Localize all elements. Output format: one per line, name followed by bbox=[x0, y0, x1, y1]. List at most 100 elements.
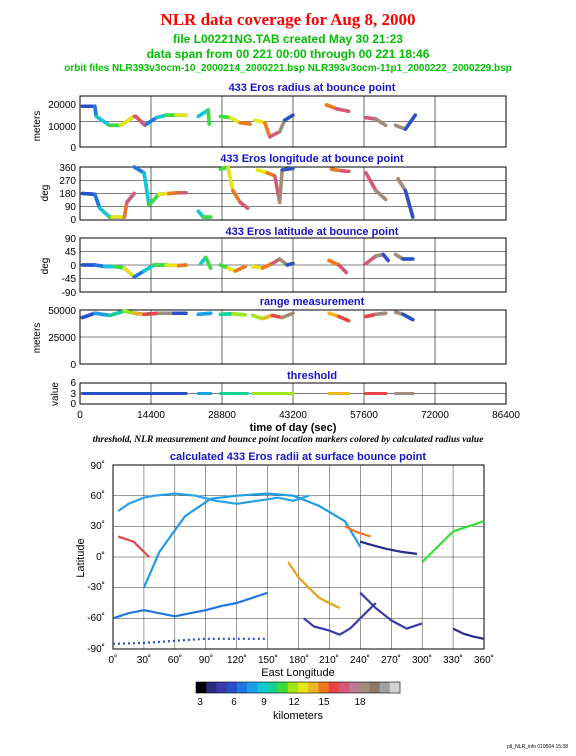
series-segment bbox=[132, 165, 146, 175]
panel-1-plot bbox=[79, 165, 507, 221]
map-yticks: 90˚ 60˚ 30˚ 0˚ -30˚ -60˚ -90˚ bbox=[87, 460, 105, 655]
ytick-label: 0˚ bbox=[96, 551, 105, 563]
series-segment bbox=[238, 200, 250, 210]
map-track bbox=[117, 492, 310, 512]
radius-ylabel: meters bbox=[32, 111, 43, 142]
colorbar-tick: 18 bbox=[354, 697, 366, 708]
xtick-label: 0˚ bbox=[109, 654, 118, 666]
colorbar-swatch bbox=[277, 682, 289, 693]
map-track bbox=[421, 520, 485, 563]
colorbar-swatch bbox=[379, 682, 391, 693]
colorbar-swatch bbox=[236, 682, 248, 693]
series-segment bbox=[396, 177, 408, 193]
ytick-label: 0 bbox=[70, 261, 76, 272]
map-xlabel: East Longitude bbox=[261, 667, 334, 679]
series-line bbox=[218, 165, 250, 210]
xtick-label: 300˚ bbox=[412, 654, 432, 666]
colorbar-swatch bbox=[267, 682, 279, 693]
ytick-label: 360 bbox=[59, 163, 76, 174]
colorbar-swatch bbox=[338, 682, 350, 693]
colorbar-tick: 9 bbox=[261, 697, 267, 708]
longitude-yticks: 360 270 180 90 0 bbox=[59, 163, 76, 226]
colorbar-tick: 3 bbox=[197, 697, 203, 708]
colorbar-swatch bbox=[308, 682, 319, 693]
series-segment bbox=[176, 263, 188, 268]
series-segment bbox=[93, 192, 102, 210]
xtick-label: 28800 bbox=[208, 410, 236, 421]
series-segment bbox=[263, 121, 272, 139]
series-segment bbox=[218, 312, 235, 317]
map-track bbox=[112, 637, 268, 645]
map-track bbox=[142, 492, 362, 589]
series-segment bbox=[231, 312, 247, 317]
threshold-yticks: 6 3 0 bbox=[70, 378, 76, 410]
ytick-label: 0 bbox=[70, 215, 76, 226]
file-line: file L00221NG.TAB created May 30 21:23 bbox=[173, 32, 403, 46]
colorbar-tick: 6 bbox=[231, 697, 237, 708]
colorbar-ticks: 3 6 9 12 15 18 bbox=[197, 697, 366, 708]
series-segment bbox=[118, 114, 136, 128]
time-series-panels: 433 Eros radius at bounce point 433 Eros… bbox=[32, 82, 520, 434]
colorbar-swatch bbox=[257, 682, 268, 693]
panel-title-threshold: threshold bbox=[287, 370, 337, 382]
ytick-label: 0 bbox=[70, 143, 76, 154]
series-segment bbox=[403, 113, 418, 131]
series-segment bbox=[142, 311, 161, 317]
latitude-ylabel: deg bbox=[40, 258, 51, 275]
time-xticks: 0 14400 28800 43200 57600 72000 86400 bbox=[77, 410, 520, 421]
longitude-ylabel: deg bbox=[40, 185, 51, 202]
colorbar-label: kilometers bbox=[273, 710, 324, 722]
colorbar-swatch bbox=[226, 682, 238, 693]
panel-title-latitude: 433 Eros latitude at bounce point bbox=[226, 226, 399, 238]
series-segment bbox=[196, 311, 213, 317]
series-segment bbox=[268, 129, 282, 139]
panel-title-range: range measurement bbox=[260, 296, 365, 308]
ytick-label: 10000 bbox=[48, 122, 76, 133]
ytick-label: -60˚ bbox=[87, 612, 105, 624]
series-segment bbox=[282, 113, 295, 122]
series-segment bbox=[339, 168, 351, 174]
series-segment bbox=[122, 200, 129, 219]
map-track bbox=[344, 525, 371, 538]
xtick-label: 270˚ bbox=[381, 654, 401, 666]
map-track bbox=[303, 602, 377, 636]
xtick-label: 120˚ bbox=[227, 654, 247, 666]
series-segment bbox=[80, 191, 97, 196]
panel-4-plot bbox=[79, 382, 507, 405]
series-segment bbox=[226, 165, 235, 193]
map-track bbox=[359, 592, 423, 630]
latitude-yticks: 90 45 0 -45 -90 bbox=[62, 234, 77, 299]
map-track bbox=[287, 561, 341, 610]
xtick-label: 72000 bbox=[421, 410, 449, 421]
series-segment bbox=[231, 188, 242, 205]
span-line: data span from 00 221 00:00 through 00 2… bbox=[146, 47, 430, 61]
xtick-label: 60˚ bbox=[168, 654, 182, 666]
map-track bbox=[359, 540, 418, 555]
series-segment bbox=[233, 264, 247, 273]
series-segment bbox=[125, 191, 136, 205]
ytick-label: -90˚ bbox=[87, 643, 105, 655]
series-segment bbox=[393, 123, 408, 131]
panel-0-plot bbox=[79, 95, 507, 148]
colorbar-swatch bbox=[318, 682, 330, 693]
ytick-label: 270 bbox=[59, 176, 76, 187]
ytick-label: 25000 bbox=[48, 333, 76, 344]
range-yticks: 50000 25000 0 bbox=[48, 306, 76, 371]
series-segment bbox=[401, 312, 415, 322]
series-segment bbox=[164, 263, 181, 268]
series-segment bbox=[403, 188, 415, 219]
ytick-label: -30˚ bbox=[87, 581, 105, 593]
series-segment bbox=[337, 263, 348, 275]
colorbar-swatch bbox=[247, 682, 258, 693]
series-segment bbox=[334, 107, 351, 114]
xtick-label: 43200 bbox=[279, 410, 307, 421]
footer-stamp: plt_NLR_info 010504 15:38 bbox=[507, 744, 568, 750]
series-segment bbox=[142, 171, 151, 208]
series-segment bbox=[285, 261, 295, 267]
map-plot bbox=[112, 464, 485, 650]
xtick-label: 14400 bbox=[137, 410, 165, 421]
colorbar-swatch bbox=[216, 682, 228, 693]
series-segment bbox=[324, 103, 339, 111]
series-segment bbox=[374, 117, 388, 128]
series-segment bbox=[122, 266, 136, 279]
